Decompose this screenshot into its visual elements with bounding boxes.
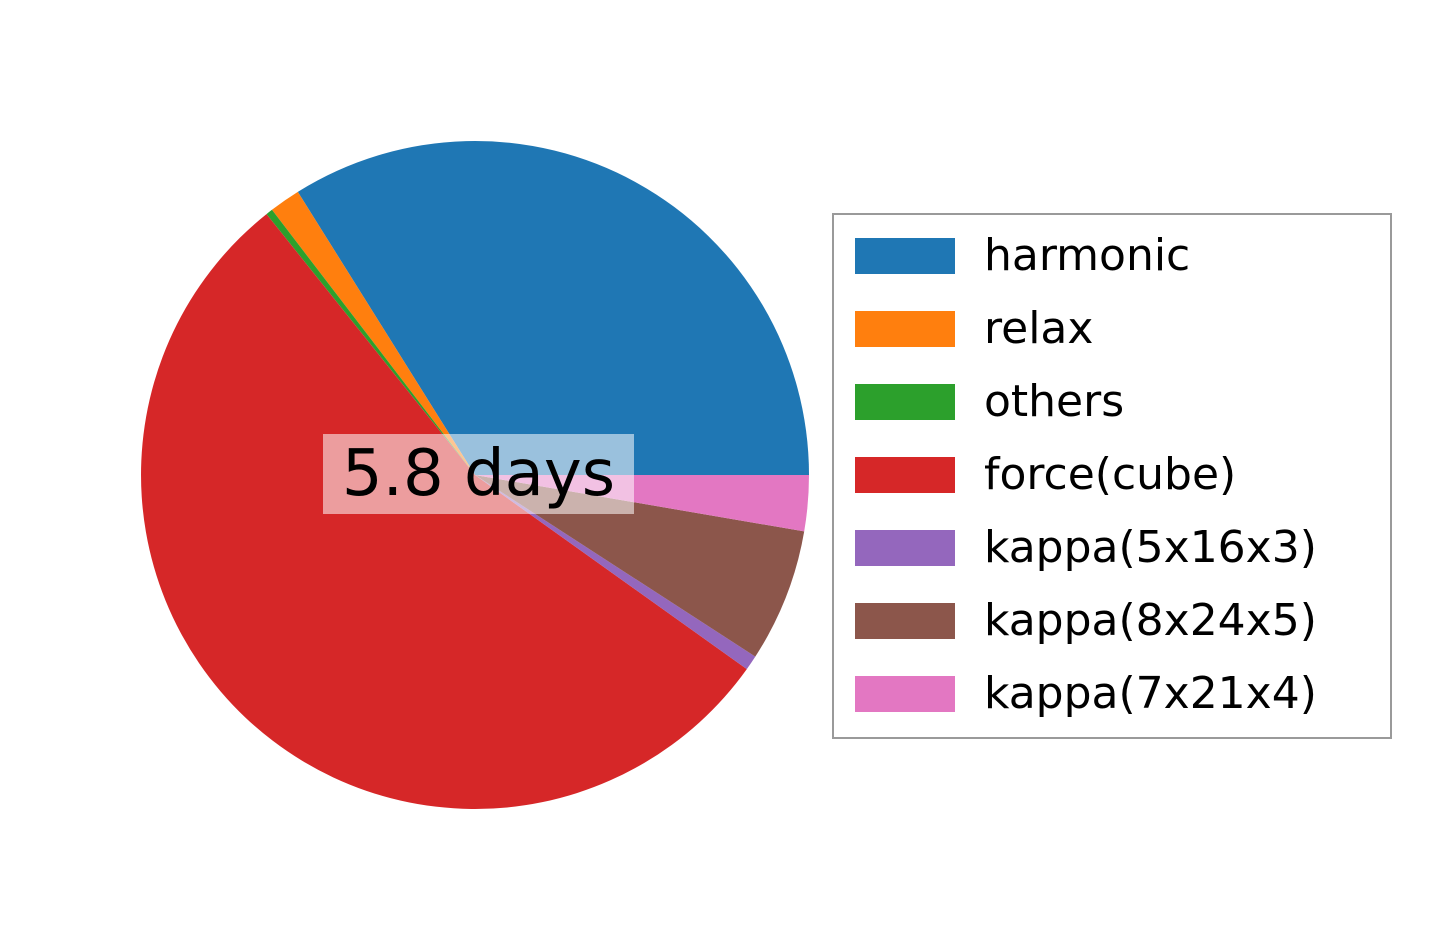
legend-item-kappa-5x16x3: kappa(5x16x3) <box>834 511 1390 584</box>
legend-item-kappa-8x24x5: kappa(8x24x5) <box>834 584 1390 657</box>
legend-label-relax: relax <box>984 302 1094 354</box>
legend-swatch-force-cube <box>855 456 955 493</box>
pie-center-label: 5.8 days <box>323 434 634 514</box>
legend-item-kappa-7x21x4: kappa(7x21x4) <box>834 657 1390 730</box>
legend-label-others: others <box>984 375 1125 427</box>
legend-item-force-cube: force(cube) <box>834 438 1390 511</box>
legend-label-force-cube: force(cube) <box>984 448 1237 500</box>
pie-slice-kappa-8x24x5- <box>475 475 805 657</box>
legend-swatch-kappa-8x24x5 <box>855 602 955 639</box>
legend-swatch-others <box>855 383 955 420</box>
pie-slice-others <box>266 209 475 475</box>
legend-item-relax: relax <box>834 292 1390 365</box>
legend-item-harmonic: harmonic <box>834 219 1390 292</box>
legend-swatch-relax <box>855 310 955 347</box>
pie-slice-harmonic <box>297 141 809 475</box>
legend-swatch-harmonic <box>855 237 955 274</box>
legend-label-kappa-7x21x4: kappa(7x21x4) <box>984 667 1317 719</box>
pie-slice-relax <box>271 191 475 475</box>
legend-swatch-kappa-5x16x3 <box>855 529 955 566</box>
legend-swatch-kappa-7x21x4 <box>855 675 955 712</box>
legend-item-others: others <box>834 365 1390 438</box>
legend-label-harmonic: harmonic <box>984 229 1191 281</box>
legend-box: harmonic relax others force(cube) kappa(… <box>832 213 1392 739</box>
legend-label-kappa-8x24x5: kappa(8x24x5) <box>984 594 1317 646</box>
legend-label-kappa-5x16x3: kappa(5x16x3) <box>984 521 1317 573</box>
pie-slice-kappa-5x16x3- <box>475 475 756 670</box>
